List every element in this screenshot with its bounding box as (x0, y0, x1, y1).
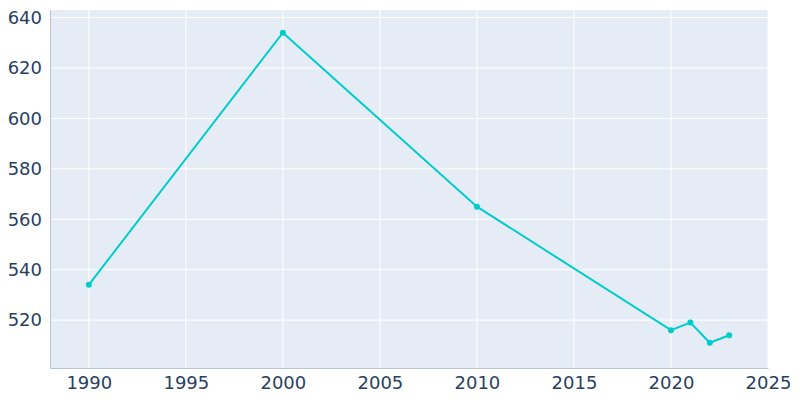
tick: 540 (8, 259, 50, 280)
marker (707, 340, 713, 346)
grid-line (50, 269, 768, 270)
marker (280, 30, 286, 36)
tick: 520 (8, 309, 50, 330)
tick-label: 580 (8, 158, 42, 179)
tick-label: 1990 (66, 372, 112, 393)
tick: 560 (8, 209, 50, 230)
tick-label: 560 (8, 209, 42, 230)
tick: 1995 (163, 368, 209, 393)
grid-line (185, 10, 186, 368)
tick-label: 2000 (260, 372, 306, 393)
marker (726, 332, 732, 338)
tick-label: 2010 (455, 372, 501, 393)
tick: 1990 (66, 368, 112, 393)
y-axis: 520 540 560 580 600 620 640 (8, 7, 51, 369)
marker (668, 327, 674, 333)
tick: 2010 (455, 368, 501, 393)
x-axis: 1990 1995 2000 2005 2010 2015 2020 2025 (51, 368, 792, 393)
tick: 640 (8, 7, 50, 28)
plot: 1990 1995 2000 2005 2010 2015 2020 2025 520 540 56… (8, 7, 792, 393)
grid-line (573, 10, 574, 368)
tick-label: 2025 (746, 372, 792, 393)
grid-line (50, 17, 768, 18)
tick-label: 2015 (552, 372, 598, 393)
tick: 2005 (357, 368, 403, 393)
x-grid (89, 10, 768, 368)
tick-label: 2020 (649, 372, 695, 393)
grid-line (88, 10, 89, 368)
tick: 2020 (649, 368, 695, 393)
chart: 1990 1995 2000 2005 2010 2015 2020 2025 520 540 56… (0, 0, 800, 400)
grid-line (50, 168, 768, 169)
tick: 2000 (260, 368, 306, 393)
line (89, 33, 729, 343)
marker (687, 320, 693, 326)
tick: 580 (8, 158, 50, 179)
grid-line (768, 10, 769, 368)
grid-line (670, 10, 671, 368)
grid-line (50, 219, 768, 220)
tick-label: 2005 (357, 372, 403, 393)
y-grid (50, 18, 768, 321)
grid-line (476, 10, 477, 368)
tick-label: 1995 (163, 372, 209, 393)
grid-line (50, 67, 768, 68)
tick-label: 540 (8, 259, 42, 280)
marker (474, 204, 480, 210)
tick-label: 520 (8, 309, 42, 330)
grid-line (50, 320, 768, 321)
tick-label: 640 (8, 7, 42, 28)
tick: 600 (8, 108, 50, 129)
tick: 2015 (552, 368, 598, 393)
grid-line (50, 118, 768, 119)
plot-background (50, 10, 768, 368)
tick-label: 620 (8, 57, 42, 78)
series (86, 30, 732, 346)
grid-line (379, 10, 380, 368)
tick: 620 (8, 57, 50, 78)
tick: 2025 (746, 368, 792, 393)
tick-label: 600 (8, 108, 42, 129)
axis-line (50, 11, 51, 369)
marker (86, 282, 92, 288)
grid-line (282, 10, 283, 368)
axis-line (51, 368, 769, 369)
